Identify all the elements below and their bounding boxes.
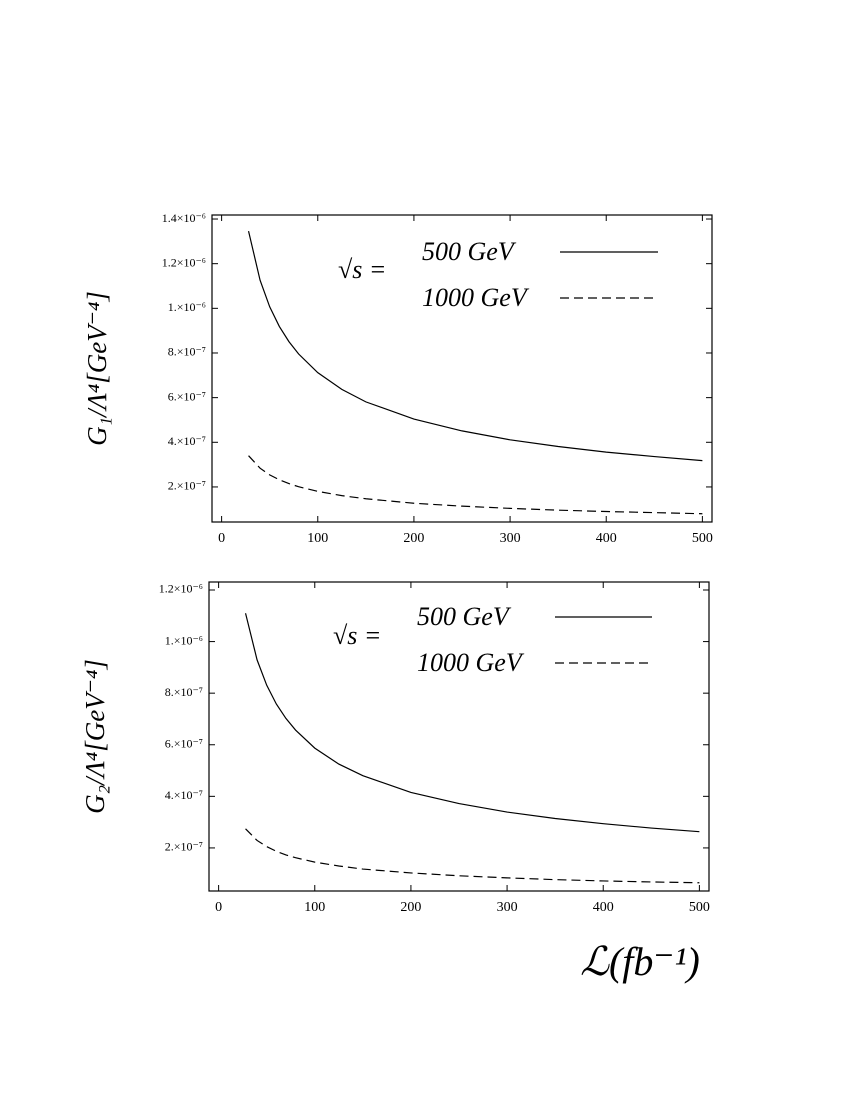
legend-label: 500 GeV bbox=[417, 602, 512, 631]
plot-frame bbox=[211, 214, 713, 523]
legend-prefix: √s = bbox=[333, 621, 381, 650]
y-tick-label: 4.×10⁻⁷ bbox=[168, 434, 206, 448]
y-tick-label: 2.×10⁻⁷ bbox=[165, 840, 203, 854]
y-tick-label: 1.4×10⁻⁶ bbox=[162, 211, 206, 225]
x-tick-label: 400 bbox=[593, 900, 614, 915]
y-tick-label: 2.×10⁻⁷ bbox=[168, 479, 206, 493]
legend-label: 500 GeV bbox=[422, 237, 517, 266]
x-tick-label: 0 bbox=[215, 900, 222, 915]
legend-prefix: √s = bbox=[338, 255, 386, 284]
x-axis-label: ℒ(fb⁻¹) bbox=[580, 939, 700, 984]
x-tick-label: 500 bbox=[689, 900, 710, 915]
x-tick-label: 100 bbox=[307, 531, 328, 546]
y-axis-label: G₁/Λ⁴[GeV⁻⁴] bbox=[82, 291, 112, 446]
x-tick-label: 100 bbox=[304, 900, 325, 915]
legend-label: 1000 GeV bbox=[417, 648, 525, 677]
x-tick-label: 400 bbox=[596, 531, 617, 546]
x-tick-label: 500 bbox=[692, 531, 713, 546]
x-tick-label: 200 bbox=[400, 900, 421, 915]
series-line bbox=[248, 455, 703, 515]
y-tick-label: 6.×10⁻⁷ bbox=[168, 389, 206, 403]
series-line bbox=[247, 230, 703, 462]
series-line bbox=[244, 613, 700, 833]
y-tick-label: 1.2×10⁻⁶ bbox=[162, 255, 206, 269]
plot-frame bbox=[208, 581, 710, 892]
y-tick-label: 6.×10⁻⁷ bbox=[165, 737, 203, 751]
x-tick-label: 0 bbox=[218, 531, 225, 546]
legend-label: 1000 GeV bbox=[422, 283, 530, 312]
y-tick-label: 1.×10⁻⁶ bbox=[165, 633, 203, 647]
y-tick-label: 1.×10⁻⁶ bbox=[168, 300, 206, 314]
series-line bbox=[245, 828, 700, 884]
y-tick-label: 1.2×10⁻⁶ bbox=[159, 582, 203, 596]
y-tick-label: 8.×10⁻⁷ bbox=[165, 685, 203, 699]
x-tick-label: 300 bbox=[500, 531, 521, 546]
y-tick-label: 4.×10⁻⁷ bbox=[165, 788, 203, 802]
x-tick-label: 300 bbox=[497, 900, 518, 915]
x-tick-label: 200 bbox=[403, 531, 424, 546]
y-tick-label: 8.×10⁻⁷ bbox=[168, 345, 206, 359]
y-axis-label: G₂/Λ⁴[GeV⁻⁴] bbox=[80, 659, 110, 814]
